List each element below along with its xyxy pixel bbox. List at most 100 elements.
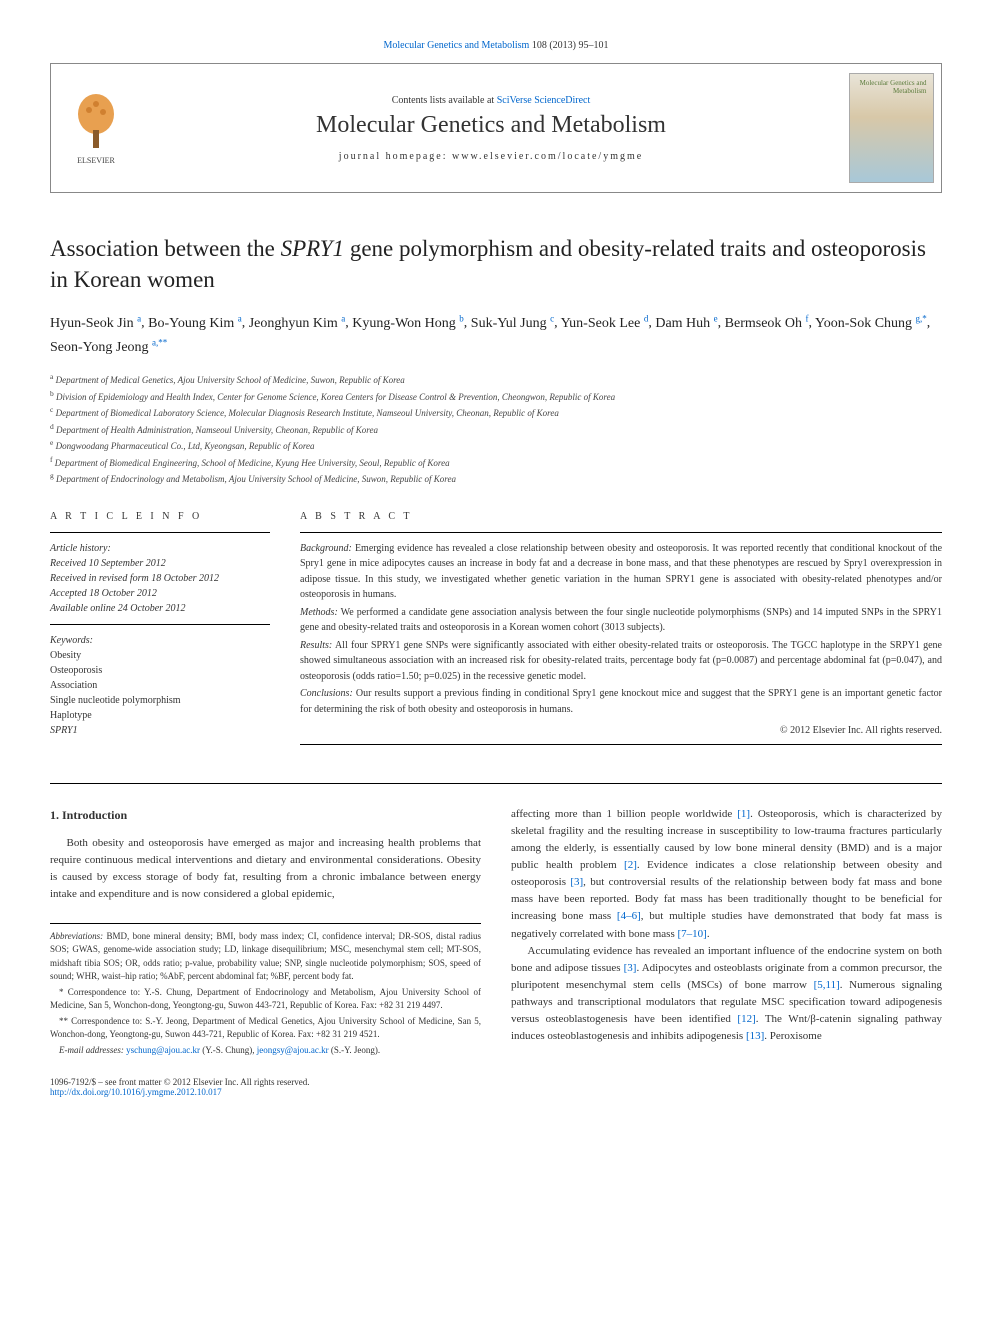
methods-label: Methods: <box>300 607 338 618</box>
affil-ref[interactable]: a <box>238 313 242 323</box>
author: Kyung-Won Hong b <box>352 316 463 331</box>
email-label: E-mail addresses: <box>59 1045 124 1055</box>
affil-ref[interactable]: a <box>341 313 345 323</box>
author: Jeonghyun Kim a <box>249 316 346 331</box>
affil-ref[interactable]: a,** <box>152 337 167 347</box>
conclusions-text: Our results support a previous finding i… <box>300 688 942 715</box>
keyword: Obesity <box>50 648 270 663</box>
top-journal-link[interactable]: Molecular Genetics and Metabolism <box>384 40 530 51</box>
contents-text: Contents lists available at <box>392 95 494 106</box>
affiliation: f Department of Biomedical Engineering, … <box>50 454 942 471</box>
email-link-2[interactable]: jeongsy@ajou.ac.kr <box>257 1045 329 1055</box>
affil-ref[interactable]: c <box>550 313 554 323</box>
footer-copyright: 1096-7192/$ – see front matter © 2012 El… <box>50 1077 942 1087</box>
article-info-heading: A R T I C L E I N F O <box>50 511 270 522</box>
elsevier-logo: ELSEVIER <box>51 64 141 192</box>
ref-link[interactable]: [2] <box>624 859 637 871</box>
section-heading: 1. Introduction <box>50 806 481 825</box>
keywords-block: Keywords: ObesityOsteoporosisAssociation… <box>50 633 270 738</box>
affil-ref[interactable]: d <box>644 313 649 323</box>
background-text: Emerging evidence has revealed a close r… <box>300 543 942 601</box>
methods-text: We performed a candidate gene associatio… <box>300 607 942 634</box>
ref-link[interactable]: [13] <box>746 1030 764 1042</box>
affiliation-list: a Department of Medical Genetics, Ajou U… <box>50 371 942 487</box>
top-citation: Molecular Genetics and Metabolism 108 (2… <box>50 40 942 51</box>
correspondence-1: * Correspondence to: Y.-S. Chung, Depart… <box>50 986 481 1013</box>
affiliation: c Department of Biomedical Laboratory Sc… <box>50 404 942 421</box>
top-citation-text: 108 (2013) 95–101 <box>532 40 609 51</box>
email-name-1: (Y.-S. Chung), <box>202 1045 254 1055</box>
abstract-body: Background: Emerging evidence has reveal… <box>300 541 942 718</box>
email-name-2: (S.-Y. Jeong). <box>331 1045 380 1055</box>
ref-link[interactable]: [3] <box>570 876 583 888</box>
homepage-url: www.elsevier.com/locate/ymgme <box>452 151 643 162</box>
title-gene: SPRY1 <box>281 236 344 261</box>
article-info: A R T I C L E I N F O Article history: R… <box>50 511 270 754</box>
keyword: Single nucleotide polymorphism <box>50 693 270 708</box>
ref-link[interactable]: [3] <box>624 962 637 974</box>
article-history: Article history: Received 10 September 2… <box>50 541 270 616</box>
author: Yoon-Sok Chung g,* <box>815 316 927 331</box>
abstract-heading: A B S T R A C T <box>300 511 942 522</box>
body-p3: Accumulating evidence has revealed an im… <box>511 943 942 1045</box>
abstract: A B S T R A C T Background: Emerging evi… <box>300 511 942 754</box>
author: Bo-Young Kim a <box>148 316 242 331</box>
article-title: Association between the SPRY1 gene polym… <box>50 233 942 295</box>
body-p2: affecting more than 1 billion people wor… <box>511 806 942 942</box>
ref-link[interactable]: [4–6] <box>617 910 641 922</box>
keyword: Association <box>50 678 270 693</box>
keyword: Osteoporosis <box>50 663 270 678</box>
sciencedirect-link[interactable]: SciVerse ScienceDirect <box>497 95 591 106</box>
footer: 1096-7192/$ – see front matter © 2012 El… <box>50 1077 942 1097</box>
affiliation: b Division of Epidemiology and Health In… <box>50 388 942 405</box>
ref-link[interactable]: [1] <box>737 808 750 820</box>
conclusions-label: Conclusions: <box>300 688 353 699</box>
ref-link[interactable]: [7–10] <box>677 928 706 940</box>
accepted-date: Accepted 18 October 2012 <box>50 586 270 601</box>
affiliation: g Department of Endocrinology and Metabo… <box>50 470 942 487</box>
homepage-label: journal homepage: <box>339 151 448 162</box>
email-link-1[interactable]: yschung@ajou.ac.kr <box>126 1045 200 1055</box>
author: Hyun-Seok Jin a <box>50 316 141 331</box>
footnotes: Abbreviations: BMD, bone mineral density… <box>50 923 481 1058</box>
author: Bermseok Oh f <box>725 316 809 331</box>
journal-name: Molecular Genetics and Metabolism <box>316 112 666 139</box>
keywords-label: Keywords: <box>50 633 270 648</box>
author-list: Hyun-Seok Jin a, Bo-Young Kim a, Jeonghy… <box>50 311 942 359</box>
background-label: Background: <box>300 543 352 554</box>
elsevier-name: ELSEVIER <box>77 156 115 165</box>
journal-cover: Molecular Genetics and Metabolism <box>841 64 941 192</box>
affil-ref[interactable]: b <box>459 313 464 323</box>
cover-title: Molecular Genetics and Metabolism <box>850 80 927 95</box>
body-p1: Both obesity and osteoporosis have emerg… <box>50 835 481 903</box>
ref-link[interactable]: [12] <box>737 1013 755 1025</box>
results-label: Results: <box>300 640 332 651</box>
revised-date: Received in revised form 18 October 2012 <box>50 571 270 586</box>
abbrev-label: Abbreviations: <box>50 931 103 941</box>
abbrev-text: BMD, bone mineral density; BMI, body mas… <box>50 931 481 982</box>
online-date: Available online 24 October 2012 <box>50 601 270 616</box>
results-text: All four SPRY1 gene SNPs were significan… <box>300 640 942 682</box>
affiliation: d Department of Health Administration, N… <box>50 421 942 438</box>
author: Suk-Yul Jung c <box>471 316 554 331</box>
doi-link[interactable]: http://dx.doi.org/10.1016/j.ymgme.2012.1… <box>50 1087 222 1097</box>
correspondence-2: ** Correspondence to: S.-Y. Jeong, Depar… <box>50 1015 481 1042</box>
affil-ref[interactable]: g,* <box>916 313 927 323</box>
affiliation: a Department of Medical Genetics, Ajou U… <box>50 371 942 388</box>
affil-ref[interactable]: f <box>806 313 809 323</box>
author: Dam Huh e <box>655 316 717 331</box>
affil-ref[interactable]: a <box>137 313 141 323</box>
elsevier-tree-icon <box>71 92 121 152</box>
contents-line: Contents lists available at SciVerse Sci… <box>392 95 591 106</box>
cover-thumbnail: Molecular Genetics and Metabolism <box>849 73 934 183</box>
keyword: SPRY1 <box>50 723 270 738</box>
body-text: 1. Introduction Both obesity and osteopo… <box>50 806 942 1057</box>
history-label: Article history: <box>50 541 270 556</box>
title-pre: Association between the <box>50 236 281 261</box>
abstract-copyright: © 2012 Elsevier Inc. All rights reserved… <box>300 725 942 736</box>
affil-ref[interactable]: e <box>714 313 718 323</box>
ref-link[interactable]: [5,11] <box>814 979 840 991</box>
author: Yun-Seok Lee d <box>561 316 649 331</box>
keyword: Haplotype <box>50 708 270 723</box>
affiliation: e Dongwoodang Pharmaceutical Co., Ltd, K… <box>50 437 942 454</box>
